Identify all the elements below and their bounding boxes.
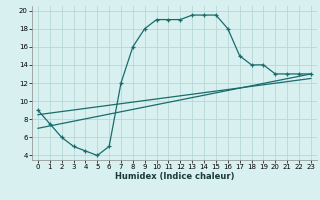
X-axis label: Humidex (Indice chaleur): Humidex (Indice chaleur) [115, 172, 234, 181]
